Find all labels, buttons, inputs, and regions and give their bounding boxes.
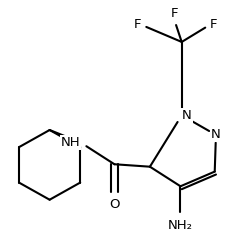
Text: N: N [182,109,191,122]
Text: NH₂: NH₂ [168,219,193,232]
Text: N: N [211,128,221,141]
Text: F: F [210,18,217,31]
Text: O: O [109,198,120,212]
Text: NH: NH [61,136,80,149]
Text: F: F [134,18,141,31]
Text: F: F [171,7,178,20]
